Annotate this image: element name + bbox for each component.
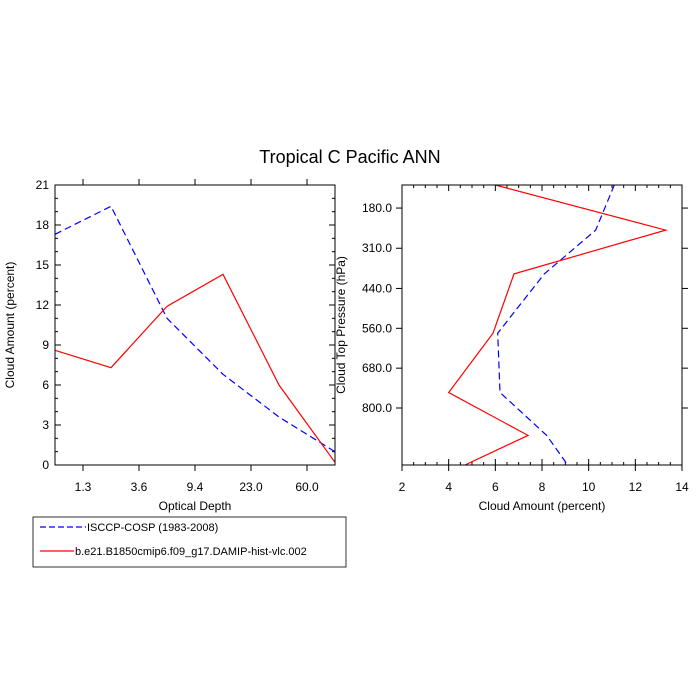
- left-x-axis-label: Optical Depth: [159, 499, 232, 513]
- left-y-tick-label: 0: [42, 458, 49, 472]
- left-x-tick-labels: 1.3 3.6 9.4 23.0 60.0: [75, 480, 319, 494]
- left-series-obs-line: [54, 205, 336, 453]
- right-y-tick-labels: 180.0 310.0 440.0 560.0 680.0 800.0: [362, 201, 392, 415]
- right-x-tick-label: 6: [492, 480, 499, 494]
- legend-box: [32, 516, 347, 568]
- left-y-tick-label: 3: [42, 418, 49, 432]
- right-x-tick-label: 2: [399, 480, 406, 494]
- right-x-tick-label: 8: [539, 480, 546, 494]
- right-axis-ticks: [396, 185, 688, 471]
- left-y-tick-label: 6: [42, 378, 49, 392]
- left-x-tick-label: 23.0: [239, 480, 263, 494]
- left-x-tick-label: 60.0: [295, 480, 319, 494]
- right-x-tick-label: 4: [445, 480, 452, 494]
- right-series: [447, 184, 668, 466]
- right-panel: 180.0 310.0 440.0 560.0 680.0 800.0 2 4 6 8 10 12 1…: [334, 184, 689, 513]
- legend-label-obs: ISCCP-COSP (1983-2008): [87, 522, 218, 534]
- left-y-tick-label: 18: [36, 218, 50, 232]
- left-y-tick-label: 9: [42, 338, 49, 352]
- legend: ISCCP-COSP (1983-2008) b.e21.B1850cmip6.…: [32, 516, 347, 568]
- right-x-tick-label: 12: [629, 480, 643, 494]
- left-y-tick-label: 12: [36, 298, 50, 312]
- right-y-tick-label: 800.0: [362, 401, 392, 415]
- left-plot-frame: [54, 184, 336, 466]
- left-panel: 0 3 6 9 12 15 18 21 1.3 3.6 9.4 23.0 60.0 Optical D…: [3, 178, 336, 513]
- left-y-axis-label: Cloud Amount (percent): [3, 262, 17, 389]
- left-y-tick-labels: 0 3 6 9 12 15 18 21: [36, 178, 50, 472]
- left-series: [54, 205, 336, 463]
- legend-label-model: b.e21.B1850cmip6.f09_g17.DAMIP-hist-vlc.…: [75, 546, 307, 558]
- chart-title: Tropical C Pacific ANN: [259, 147, 440, 167]
- right-series-model-line: [447, 184, 668, 466]
- right-x-axis-label: Cloud Amount (percent): [479, 499, 606, 513]
- right-x-tick-labels: 2 4 6 8 10 12 14: [399, 480, 689, 494]
- left-y-tick-label: 15: [36, 258, 50, 272]
- right-y-tick-label: 310.0: [362, 241, 392, 255]
- right-y-tick-label: 560.0: [362, 321, 392, 335]
- left-axis-ticks: [55, 179, 335, 471]
- left-y-tick-label: 21: [36, 178, 50, 192]
- right-x-tick-label: 10: [582, 480, 596, 494]
- right-plot-frame: [401, 184, 683, 466]
- right-y-axis-label: Cloud Top Pressure (hPa): [334, 256, 348, 394]
- right-y-tick-label: 680.0: [362, 361, 392, 375]
- left-x-tick-label: 1.3: [75, 480, 92, 494]
- right-y-tick-label: 180.0: [362, 201, 392, 215]
- right-series-obs-line: [497, 184, 615, 466]
- right-x-tick-label: 14: [675, 480, 689, 494]
- left-series-model-line: [54, 273, 336, 463]
- left-x-tick-label: 9.4: [187, 480, 204, 494]
- left-x-tick-label: 3.6: [131, 480, 148, 494]
- right-y-tick-label: 440.0: [362, 281, 392, 295]
